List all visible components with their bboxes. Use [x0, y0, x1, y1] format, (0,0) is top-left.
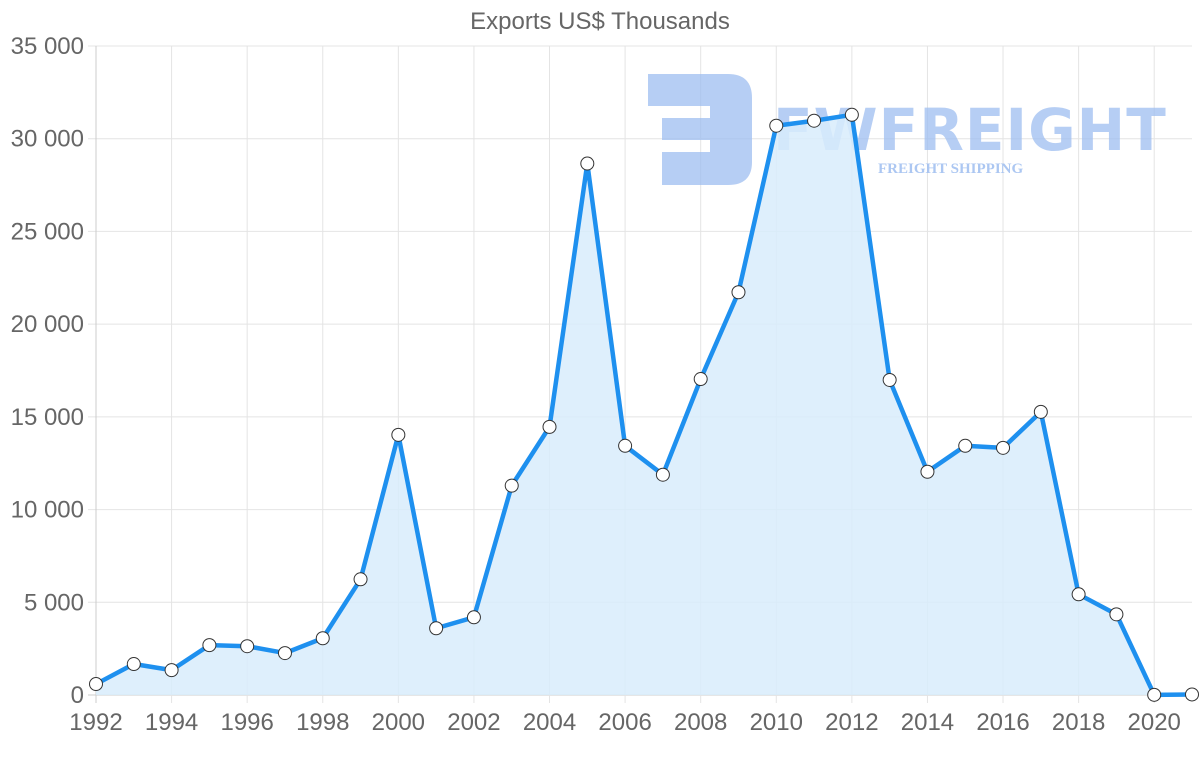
x-tick-label: 2020	[1128, 709, 1181, 736]
data-point[interactable]	[580, 156, 595, 171]
x-tick-label: 2014	[901, 709, 954, 736]
data-point[interactable]	[1185, 687, 1199, 702]
data-point[interactable]	[1033, 404, 1048, 419]
data-point[interactable]	[89, 677, 103, 692]
chart-title: Exports US$ Thousands	[470, 8, 730, 35]
watermark-tagline: FREIGHT SHIPPING	[878, 161, 1023, 177]
x-tick-label: 2010	[750, 709, 803, 736]
data-point[interactable]	[277, 646, 292, 661]
data-point[interactable]	[1109, 607, 1124, 622]
data-point[interactable]	[769, 118, 784, 133]
data-point[interactable]	[958, 438, 973, 453]
data-point[interactable]	[731, 285, 746, 300]
data-point[interactable]	[542, 419, 557, 434]
y-tick-label: 10 000	[11, 497, 84, 524]
x-tick-label: 2004	[523, 709, 576, 736]
data-point[interactable]	[126, 657, 141, 672]
data-point[interactable]	[391, 427, 406, 442]
y-tick-label: 20 000	[11, 311, 84, 338]
watermark-logo: FWFREIGHT FREIGHT SHIPPING	[648, 74, 1166, 185]
data-point[interactable]	[202, 638, 217, 653]
x-tick-label: 1998	[296, 709, 349, 736]
y-tick-label: 5 000	[24, 589, 84, 616]
data-point[interactable]	[1147, 687, 1162, 702]
fw-logo-icon	[648, 74, 752, 185]
data-point[interactable]	[504, 478, 519, 493]
data-point[interactable]	[429, 621, 444, 636]
data-point[interactable]	[353, 572, 368, 587]
data-point[interactable]	[1071, 587, 1086, 602]
y-axis-labels: 0 5 000 10 000 15 000 20 000 25 000 30 000 35 0…	[11, 33, 84, 709]
data-point[interactable]	[240, 639, 255, 654]
data-point[interactable]	[466, 610, 481, 625]
y-tick-label: 25 000	[11, 218, 84, 245]
data-point[interactable]	[920, 464, 935, 479]
data-point[interactable]	[807, 113, 822, 128]
data-point[interactable]	[618, 438, 633, 453]
y-tick-label: 0	[71, 682, 84, 709]
x-tick-label: 1996	[220, 709, 273, 736]
y-tick-label: 35 000	[11, 33, 84, 60]
x-tick-label: 1992	[69, 709, 122, 736]
x-tick-label: 2018	[1052, 709, 1105, 736]
x-axis-labels: 1992 1994 1996 1998 2000 2002 2004 2006 2008 2010…	[69, 709, 1181, 736]
area-fill	[96, 114, 1192, 695]
data-point[interactable]	[693, 372, 708, 387]
x-tick-label: 2008	[674, 709, 727, 736]
x-tick-label: 2012	[825, 709, 878, 736]
x-tick-label: 1994	[145, 709, 198, 736]
data-points	[89, 107, 1199, 702]
data-point[interactable]	[655, 467, 670, 482]
y-tick-label: 30 000	[11, 126, 84, 153]
data-point[interactable]	[996, 440, 1011, 455]
x-tick-label: 2000	[372, 709, 425, 736]
y-tick-label: 15 000	[11, 404, 84, 431]
data-point[interactable]	[882, 372, 897, 387]
x-tick-label: 2002	[447, 709, 500, 736]
data-point[interactable]	[315, 631, 330, 646]
data-point[interactable]	[844, 107, 859, 122]
data-point[interactable]	[164, 663, 179, 678]
x-tick-label: 2006	[598, 709, 651, 736]
x-tick-label: 2016	[976, 709, 1029, 736]
